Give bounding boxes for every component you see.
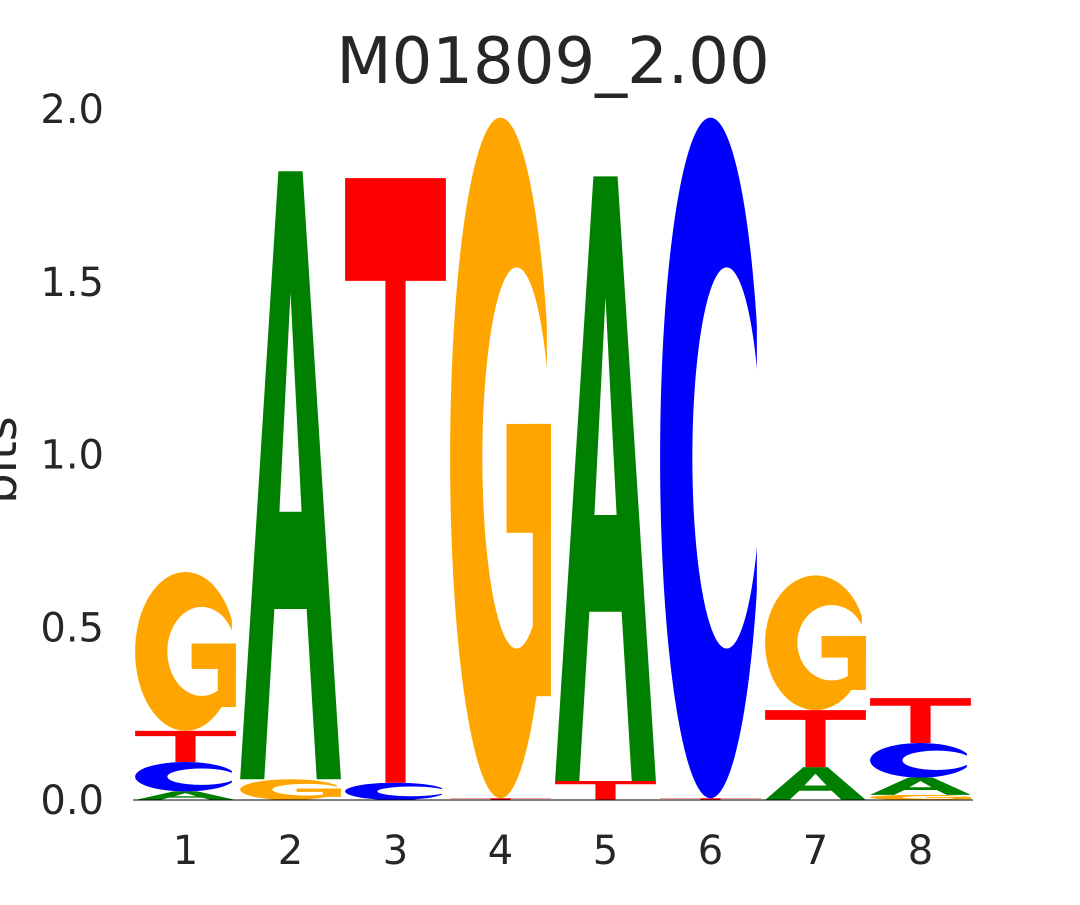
letter-t-glyph — [135, 730, 236, 762]
logo-column-4 — [450, 117, 557, 800]
letter-g-glyph — [135, 571, 242, 731]
y-tick-label: 2.0 — [40, 87, 104, 133]
letter-t-glyph — [765, 710, 866, 768]
letter-stacks — [135, 117, 977, 801]
letter-a-glyph — [765, 767, 866, 800]
letter-g-glyph — [240, 779, 347, 800]
letter-c-glyph — [660, 117, 767, 799]
letter-g-glyph — [870, 794, 977, 800]
logo-column-3 — [345, 178, 452, 801]
letter-a-glyph — [135, 791, 236, 800]
letter-a-glyph — [555, 176, 656, 781]
x-tick-label: 5 — [593, 828, 618, 874]
letter-t-glyph — [660, 798, 761, 800]
chart-title: M01809_2.00 — [336, 25, 769, 99]
letter-t-glyph — [870, 698, 971, 743]
y-axis-label: bits — [0, 416, 28, 504]
logo-column-6 — [660, 117, 767, 800]
letter-a-glyph — [240, 171, 341, 780]
x-tick-label: 2 — [278, 828, 303, 874]
x-tick-label: 8 — [908, 828, 933, 874]
y-axis-ticks: 0.0 0.5 1.0 1.5 2.0 — [40, 87, 104, 824]
letter-c-glyph — [345, 782, 452, 801]
x-tick-label: 7 — [803, 828, 828, 874]
x-tick-label: 4 — [488, 828, 513, 874]
letter-g-glyph — [450, 117, 557, 799]
x-tick-label: 6 — [698, 828, 723, 874]
y-tick-label: 1.0 — [40, 433, 104, 479]
letter-c-glyph — [870, 742, 977, 778]
letter-t-glyph — [450, 798, 551, 800]
logo-column-1 — [135, 571, 242, 800]
y-tick-label: 1.5 — [40, 260, 104, 306]
x-tick-label: 3 — [383, 828, 408, 874]
letter-t-glyph — [345, 178, 446, 783]
x-axis-ticks: 1 2 3 4 5 6 7 8 — [173, 828, 933, 874]
y-tick-label: 0.5 — [40, 605, 104, 651]
letter-a-glyph — [870, 777, 971, 795]
logo-column-8 — [870, 698, 977, 800]
logo-column-7 — [765, 575, 872, 800]
logo-column-5 — [555, 176, 656, 800]
x-tick-label: 1 — [173, 828, 198, 874]
letter-t-glyph — [555, 781, 656, 800]
y-tick-label: 0.0 — [40, 778, 104, 824]
letter-g-glyph — [765, 575, 872, 711]
letter-c-glyph — [135, 762, 242, 792]
logo-column-2 — [240, 171, 347, 800]
